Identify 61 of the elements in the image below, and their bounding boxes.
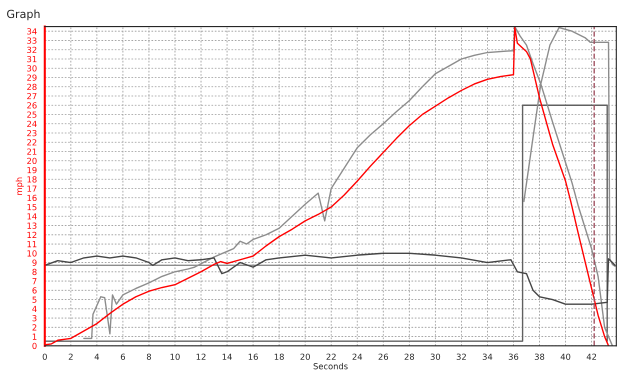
y-tick-label: 15 <box>27 204 36 210</box>
y-tick-label: 8 <box>32 268 37 276</box>
y-tick-label: 0 <box>32 342 37 350</box>
y-tick-label: 29 <box>27 74 37 81</box>
line-series <box>44 252 616 305</box>
x-tick-label: 8 <box>146 354 152 360</box>
y-tick-label: 14 <box>27 213 37 220</box>
y-axis-title: mph <box>16 178 24 195</box>
y-tick-label: 20 <box>27 158 37 164</box>
y-tick-label: 34 <box>27 28 37 35</box>
x-tick-label: 40 <box>560 354 570 360</box>
y-tick-label: 22 <box>27 139 36 146</box>
x-tick-label: 2 <box>68 354 73 360</box>
y-tick-label: 7 <box>32 278 36 284</box>
x-tick-label: 36 <box>508 354 518 360</box>
y-tick-label: 23 <box>27 130 36 136</box>
x-tick-label: 38 <box>534 354 544 360</box>
y-tick-label: 27 <box>27 92 36 100</box>
x-tick-label: 10 <box>170 354 180 360</box>
y-tick-label: 5 <box>32 296 36 303</box>
y-tick-label: 13 <box>27 222 36 229</box>
y-tick-label: 3 <box>32 315 36 322</box>
y-tick-label: 9 <box>32 260 37 266</box>
y-tick-label: 11 <box>27 241 36 248</box>
x-tick-label: 14 <box>222 354 232 360</box>
x-tick-label: 12 <box>196 354 206 360</box>
x-tick-label: 26 <box>378 354 388 360</box>
y-tick-label: 25 <box>27 111 36 118</box>
y-tick-label: 4 <box>32 306 37 312</box>
x-tick-label: 16 <box>248 354 258 360</box>
x-tick-label: 22 <box>326 354 336 360</box>
y-tick-label: 31 <box>27 56 36 62</box>
y-tick-label: 28 <box>27 84 37 90</box>
x-tick-label: 28 <box>404 354 414 360</box>
x-tick-label: 4 <box>94 354 100 360</box>
x-tick-label: 30 <box>430 354 440 360</box>
y-tick-label: 2 <box>32 324 36 330</box>
y-tick-label: 12 <box>27 232 36 238</box>
x-tick-label: 6 <box>120 354 126 360</box>
y-tick-label: 24 <box>27 120 37 127</box>
x-tick-label: 0 <box>42 354 47 360</box>
x-tick-label: 42 <box>586 354 596 360</box>
y-tick-label: 32 <box>27 46 36 54</box>
y-tick-label: 17 <box>27 186 36 192</box>
y-tick-label: 19 <box>27 166 37 174</box>
y-tick-label: 10 <box>27 250 37 257</box>
y-tick-label: 6 <box>32 287 37 294</box>
y-tick-label: 18 <box>27 176 37 183</box>
x-tick-label: 18 <box>274 354 284 360</box>
y-tick-label: 33 <box>27 37 36 44</box>
y-tick-label: 21 <box>27 148 36 155</box>
y-tick-label: 1 <box>32 334 36 340</box>
y-tick-label: 26 <box>27 102 37 109</box>
y-tick-label: 30 <box>27 65 37 72</box>
y-tick-label: 16 <box>27 194 37 202</box>
x-tick-label: 32 <box>456 354 466 360</box>
x-tick-label: 24 <box>352 354 362 360</box>
x-axis-title: Seconds <box>314 362 348 370</box>
chart-title: Graph <box>7 10 40 20</box>
x-tick-label: 34 <box>482 354 492 360</box>
x-tick-label: 20 <box>300 354 310 360</box>
